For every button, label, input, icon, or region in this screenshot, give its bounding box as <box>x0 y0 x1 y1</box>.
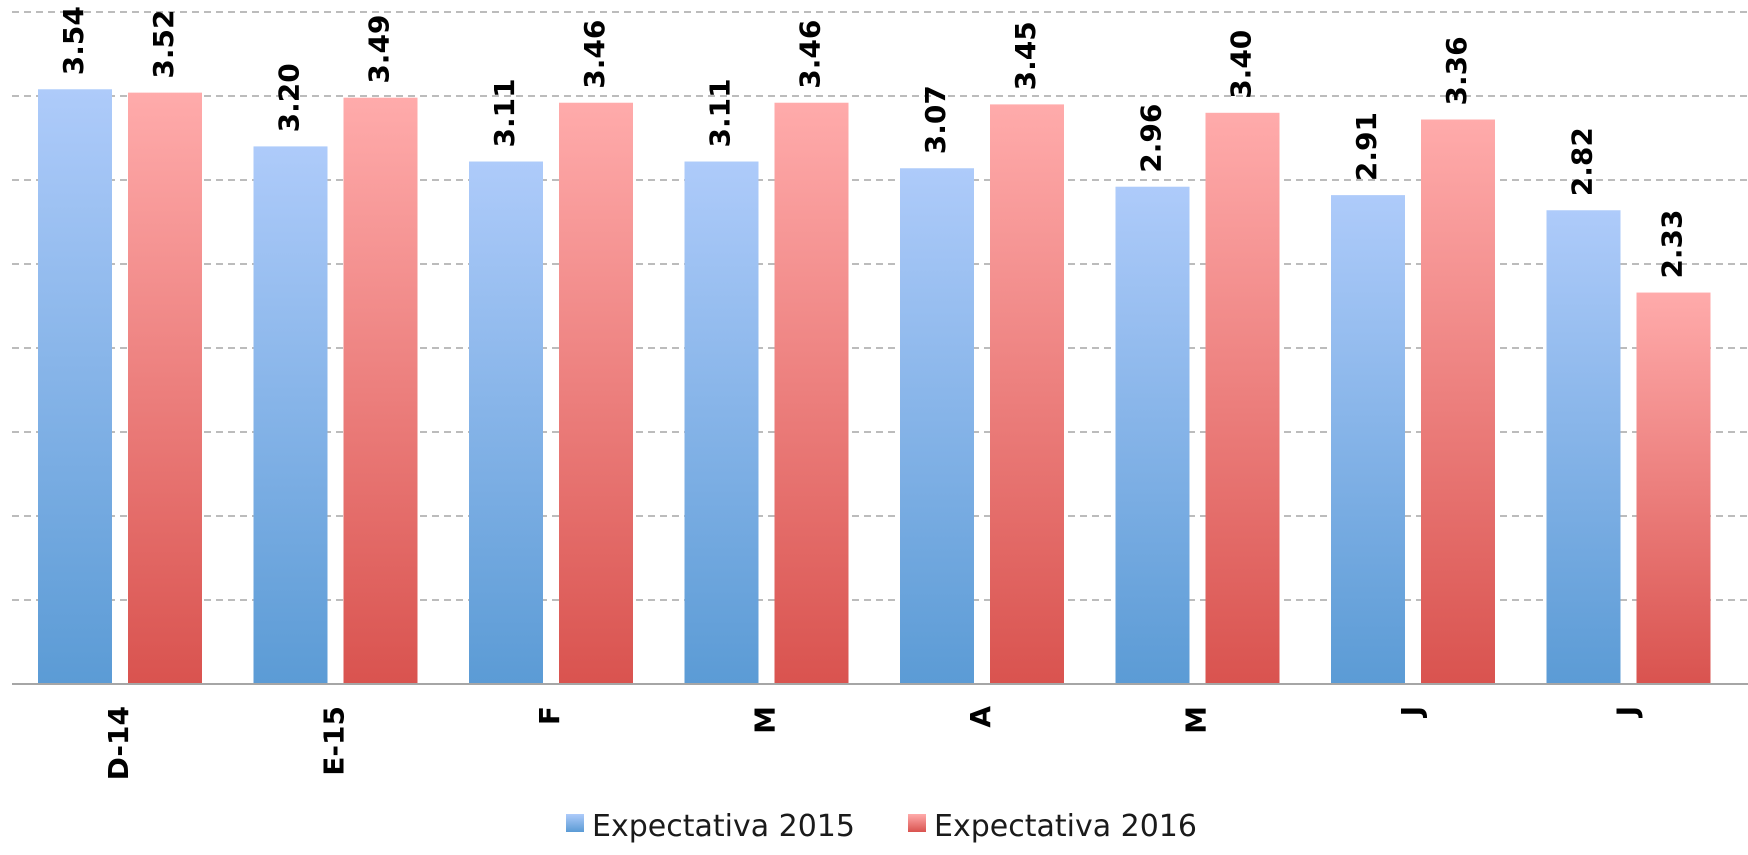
legend-label: Expectativa 2016 <box>934 809 1197 844</box>
x-tick-label: J <box>1611 706 1644 718</box>
data-label: 3.11 <box>704 78 737 147</box>
x-tick-label: F <box>533 706 566 725</box>
bar-expectativa-2016 <box>1421 119 1495 684</box>
bar-expectativa-2016 <box>128 92 202 684</box>
bar-expectativa-2015 <box>1331 195 1405 684</box>
data-label: 2.91 <box>1350 112 1383 181</box>
x-tick-label: M <box>749 706 782 734</box>
data-label: 3.54 <box>57 6 90 75</box>
bar-expectativa-2015 <box>253 146 328 684</box>
data-label: 3.46 <box>794 20 827 89</box>
legend-label: Expectativa 2015 <box>592 809 855 844</box>
data-label: 3.07 <box>919 85 952 154</box>
x-tick-labels: D-14 E-15 F M A M J J <box>102 706 1644 781</box>
data-labels: 3.54 3.52 3.20 3.49 3.11 3.46 3.11 3.46 3.07 3.45… <box>57 6 1689 278</box>
data-label: 3.45 <box>1009 21 1042 90</box>
bar-expectativa-2016 <box>1205 112 1280 685</box>
bar-expectativa-2015 <box>900 168 974 685</box>
data-label: 2.33 <box>1656 209 1689 278</box>
data-label: 2.82 <box>1566 127 1599 196</box>
x-tick-label: M <box>1180 706 1213 734</box>
legend-swatch <box>566 814 584 832</box>
data-label: 2.96 <box>1135 104 1168 173</box>
x-tick-label: E-15 <box>318 706 351 776</box>
bar-expectativa-2015 <box>1115 186 1190 684</box>
data-label: 3.52 <box>147 10 180 79</box>
bar-expectativa-2015 <box>469 161 543 684</box>
data-label: 3.49 <box>363 15 396 84</box>
legend: Expectativa 2015 Expectativa 2016 <box>566 809 1197 844</box>
data-label: 3.40 <box>1225 30 1258 99</box>
bar-expectativa-2016 <box>990 104 1064 684</box>
data-label: 3.36 <box>1440 36 1473 105</box>
data-label: 3.46 <box>578 20 611 89</box>
x-tick-label: D-14 <box>102 706 135 780</box>
legend-swatch <box>908 814 926 832</box>
data-label: 3.20 <box>273 63 306 132</box>
bar-expectativa-2016 <box>1636 292 1711 684</box>
bar-expectativa-2015 <box>1546 210 1621 685</box>
bar-expectativa-2015 <box>38 89 112 684</box>
bar-expectativa-2016 <box>343 97 418 685</box>
bars <box>38 89 1711 685</box>
bar-expectativa-2016 <box>774 102 849 685</box>
x-tick-label: A <box>964 706 997 728</box>
bar-expectativa-2015 <box>684 161 759 684</box>
data-label: 3.11 <box>488 78 521 147</box>
bar-expectativa-2016 <box>559 102 633 685</box>
x-tick-label: J <box>1395 706 1428 718</box>
